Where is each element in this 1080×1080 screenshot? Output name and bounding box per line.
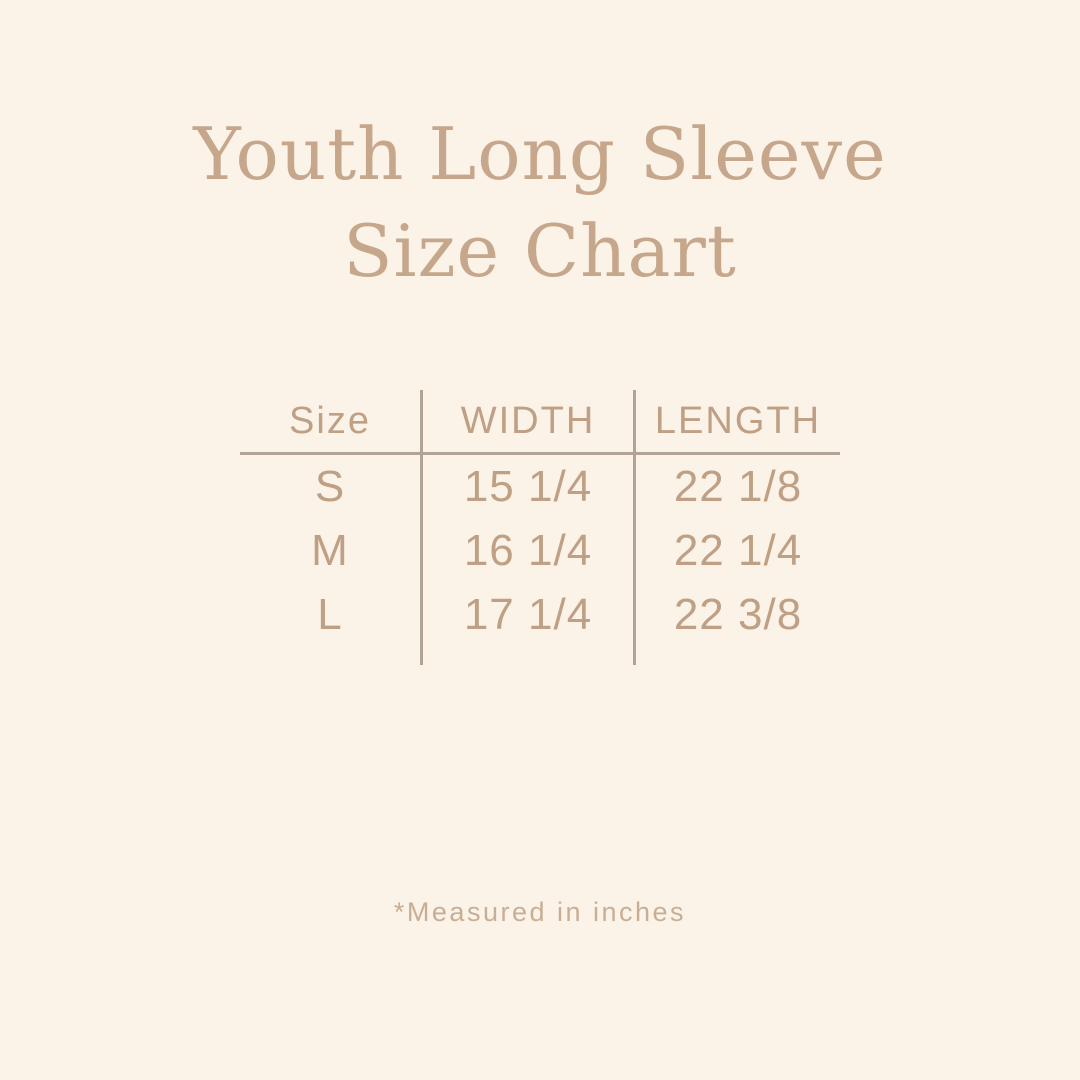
table-row-small: S 15 1/4 22 1/8 [240,455,840,519]
width-value: 16 1/4 [420,519,636,583]
table-row-large: L 17 1/4 22 3/8 [240,583,840,647]
column-header-width: WIDTH [420,390,636,452]
size-table-header-row: Size WIDTH LENGTH [240,390,840,455]
title-line-2: Size Chart [343,209,737,293]
length-value: 22 1/4 [673,526,803,575]
title-line-1: Youth Long Sleeve [193,112,887,196]
column-header-length: LENGTH [654,399,822,442]
width-value: 17 1/4 [420,583,636,647]
size-value: L [317,590,343,639]
length-value: 22 1/8 [673,462,803,511]
column-header-size: Size [289,399,371,442]
page-title: Youth Long Sleeve Size Chart [0,0,1080,300]
width-value: 15 1/4 [420,455,636,519]
size-value: M [311,526,349,575]
size-table: Size WIDTH LENGTH S 15 1/4 22 1/8 M 16 1… [240,390,840,665]
measurement-footnote: *Measured in inches [393,897,687,927]
size-value: S [314,462,346,511]
length-value: 22 3/8 [673,590,803,639]
table-row-medium: M 16 1/4 22 1/4 [240,519,840,583]
table-divider-tail [240,647,840,665]
